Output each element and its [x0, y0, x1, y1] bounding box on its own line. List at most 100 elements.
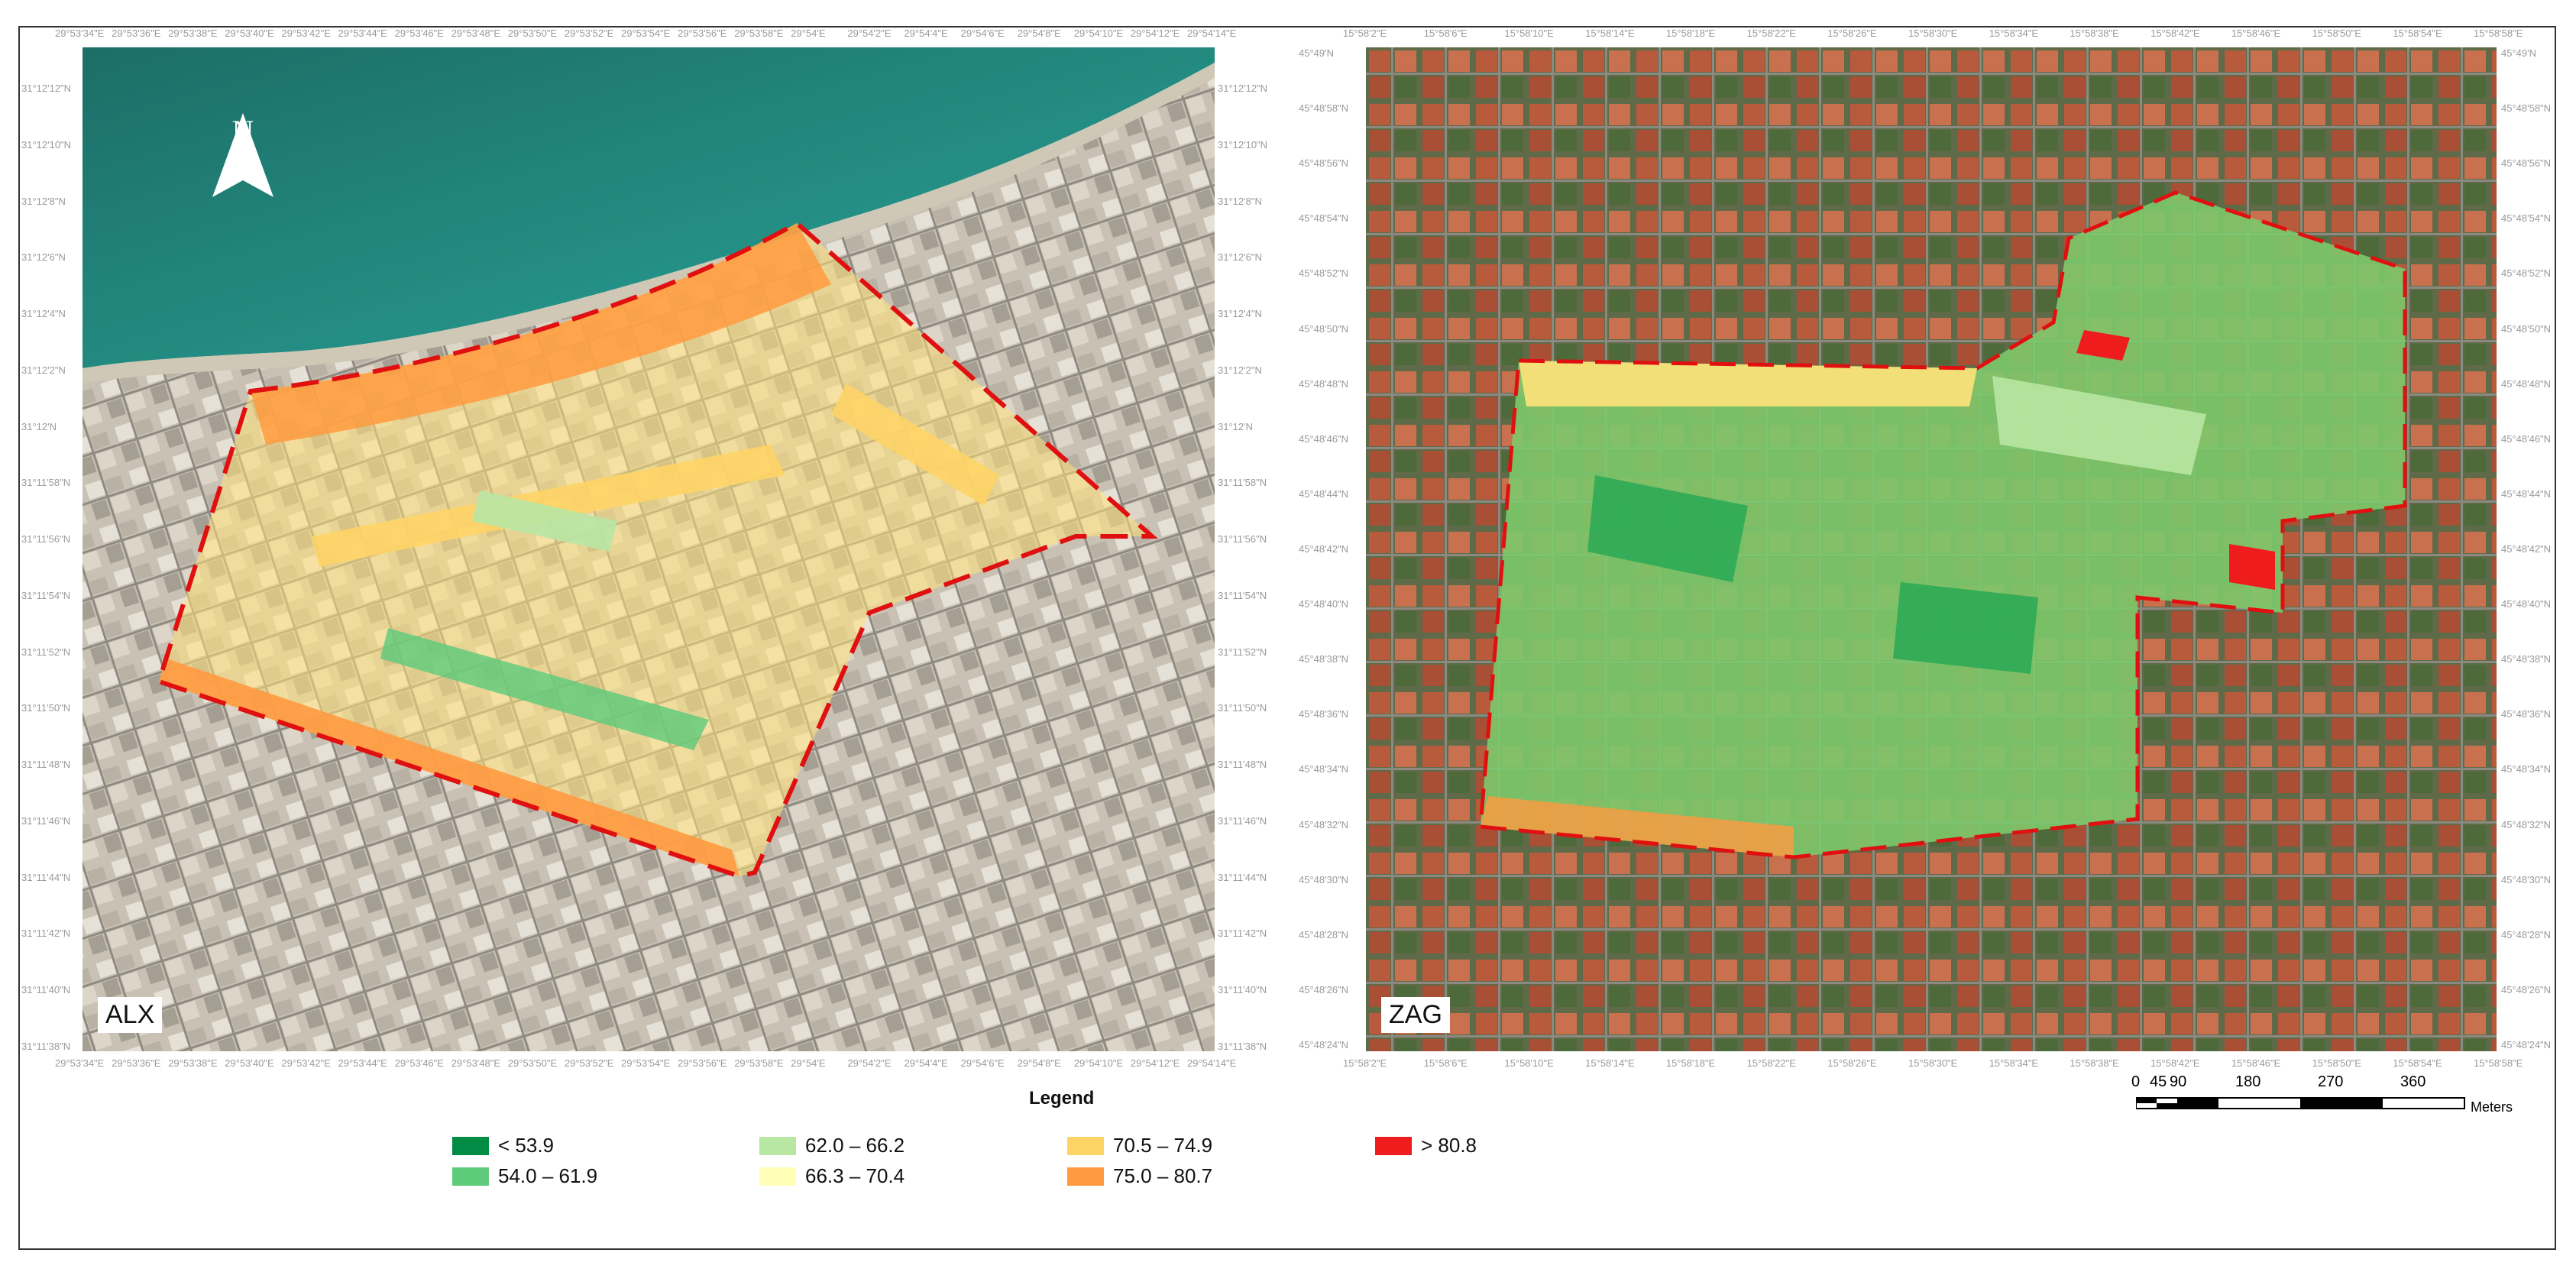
alx-lat-tick-right: 31°11'52"N [1218, 646, 1267, 658]
zag-lat-tick-right: 45°48'26"N [2501, 983, 2552, 995]
zag-lat-tick-left: 45°48'24"N [1299, 1039, 1349, 1050]
zag-map-label: ZAG [1381, 997, 1450, 1033]
zag-lat-tick-left: 45°48'34"N [1299, 763, 1349, 775]
alx-lon-tick-bottom: 29°54'4"E [904, 1057, 948, 1069]
zag-lat-tick-right: 45°48'36"N [2501, 708, 2552, 720]
zag-lat-tick-left: 45°48'32"N [1299, 818, 1349, 830]
zag-lon-tick-top: 15°58'50"E [2312, 28, 2361, 39]
alx-lat-tick-right: 31°12'8"N [1218, 195, 1262, 207]
alx-lon-tick-top: 29°54'E [791, 28, 826, 39]
alx-lon-tick-top: 29°53'42"E [281, 28, 331, 39]
alx-lon-tick-top: 29°53'50"E [507, 28, 558, 39]
alx-lat-tick-left: 31°11'56"N [21, 533, 71, 545]
legend-label: 54.0 – 61.9 [498, 1164, 598, 1187]
alx-lon-tick-bottom: 29°53'54"E [621, 1057, 671, 1069]
alx-lon-tick-bottom: 29°53'52"E [564, 1057, 614, 1069]
legend-swatch [1067, 1167, 1104, 1186]
alx-lat-tick-left: 31°12'12"N [21, 83, 72, 94]
alx-lat-tick-right: 31°11'46"N [1218, 814, 1267, 827]
alx-lat-tick-left: 31°12'N [21, 420, 57, 432]
alx-lon-tick-top: 29°54'10"E [1073, 28, 1124, 39]
zag-lat-tick-left: 45°48'28"N [1299, 928, 1349, 940]
legend-label: 75.0 – 80.7 [1113, 1164, 1213, 1187]
alx-lon-tick-top: 29°54'8"E [1017, 28, 1061, 39]
zag-lon-tick-bottom: 15°58'42"E [2150, 1057, 2200, 1069]
alx-lat-tick-left: 31°12'10"N [21, 138, 72, 151]
alx-lon-tick-bottom: 29°53'38"E [168, 1057, 218, 1069]
zag-lat-tick-left: 45°48'46"N [1299, 432, 1349, 445]
zag-lat-tick-right: 45°48'58"N [2501, 102, 2552, 115]
zag-lon-tick-bottom: 15°58'46"E [2231, 1057, 2281, 1069]
alx-lat-tick-left: 31°12'8"N [21, 195, 66, 207]
scale-tick-90: 90 [2170, 1073, 2187, 1090]
alx-lon-tick-top: 29°54'12"E [1130, 28, 1180, 39]
zag-lon-tick-bottom: 15°58'34"E [1989, 1057, 2039, 1069]
map-panel-zag[interactable]: ZAG [1366, 47, 2497, 1051]
legend-swatch [452, 1136, 489, 1155]
scale-unit: Meters [2471, 1099, 2513, 1115]
zag-lon-tick-bottom: 15°58'18"E [1665, 1057, 1716, 1069]
legend-swatch [759, 1167, 796, 1186]
alx-lat-tick-right: 31°11'54"N [1218, 589, 1267, 601]
zag-lon-tick-top: 15°58'22"E [1746, 28, 1796, 39]
legend-item: 66.3 – 70.4 [759, 1164, 905, 1188]
alx-lat-tick-right: 31°12'6"N [1218, 251, 1262, 264]
alx-lat-tick-right: 31°11'48"N [1218, 759, 1267, 771]
alx-lat-tick-right: 31°12'N [1218, 420, 1253, 432]
alx-lon-tick-top: 29°53'48"E [451, 28, 501, 39]
zag-lon-tick-bottom: 15°58'14"E [1585, 1057, 1635, 1069]
alx-lon-tick-top: 29°53'36"E [112, 28, 161, 39]
alx-lon-tick-bottom: 29°54'12"E [1130, 1057, 1180, 1069]
zag-lat-tick-right: 45°48'34"N [2501, 763, 2552, 775]
alx-lat-tick-left: 31°11'46"N [21, 814, 71, 827]
legend-item: > 80.8 [1375, 1134, 1477, 1157]
alx-lon-tick-top: 29°53'40"E [225, 28, 274, 39]
legend-item: < 53.9 [452, 1134, 554, 1157]
zag-lon-tick-top: 15°58'54"E [2393, 28, 2442, 39]
scale-tick-45: 45 [2150, 1073, 2167, 1090]
alx-lon-tick-top: 29°54'2"E [847, 28, 892, 39]
zag-lat-tick-left: 45°49'N [1299, 47, 1334, 59]
alx-lon-tick-bottom: 29°53'40"E [225, 1057, 274, 1069]
zag-lon-tick-top: 15°58'10"E [1504, 28, 1554, 39]
zag-lon-tick-top: 15°58'18"E [1665, 28, 1716, 39]
zag-lon-tick-top: 15°58'14"E [1585, 28, 1635, 39]
zag-lat-tick-right: 45°48'24"N [2501, 1039, 2552, 1050]
scale-tick-270: 270 [2318, 1073, 2344, 1090]
alx-lat-tick-right: 31°11'44"N [1218, 871, 1267, 883]
alx-lon-tick-top: 29°53'58"E [734, 28, 784, 39]
legend-item: 62.0 – 66.2 [759, 1134, 905, 1157]
zag-lon-tick-top: 15°58'2"E [1343, 28, 1387, 39]
alx-lat-tick-left: 31°11'48"N [21, 759, 71, 771]
alx-lat-tick-right: 31°12'12"N [1218, 83, 1268, 94]
alx-lon-tick-top: 29°53'34"E [55, 28, 105, 39]
alx-lat-tick-left: 31°11'42"N [21, 927, 71, 940]
scale-tick-360: 360 [2400, 1073, 2426, 1090]
alx-lat-tick-left: 31°11'40"N [21, 984, 71, 996]
zag-lon-tick-top: 15°58'46"E [2231, 28, 2281, 39]
zag-lat-tick-right: 45°48'46"N [2501, 432, 2552, 445]
zag-lon-tick-bottom: 15°58'50"E [2312, 1057, 2361, 1069]
alx-lat-tick-left: 31°12'2"N [21, 364, 66, 376]
scale-tick-180: 180 [2235, 1073, 2261, 1090]
zag-lat-tick-right: 45°48'42"N [2501, 543, 2552, 555]
zag-lon-tick-bottom: 15°58'26"E [1827, 1057, 1877, 1069]
alx-map-label: ALX [98, 997, 163, 1033]
alx-lon-tick-bottom: 29°53'36"E [112, 1057, 161, 1069]
alx-lon-tick-bottom: 29°53'58"E [734, 1057, 784, 1069]
map-panel-alx[interactable]: ALX N [83, 47, 1215, 1051]
zag-lat-tick-left: 45°48'40"N [1299, 598, 1349, 610]
zag-lat-tick-left: 45°48'26"N [1299, 983, 1349, 995]
legend-swatch [452, 1167, 489, 1186]
legend-label: < 53.9 [498, 1134, 555, 1157]
alx-lon-tick-bottom: 29°53'48"E [451, 1057, 501, 1069]
scale-bar: 0 45 90 180 270 360 Meters [2131, 1073, 2513, 1135]
zag-lat-tick-left: 45°48'42"N [1299, 543, 1349, 555]
zag-lat-tick-right: 45°48'30"N [2501, 873, 2552, 885]
north-arrow: N [212, 113, 273, 197]
alx-lon-tick-top: 29°54'14"E [1187, 28, 1237, 39]
alx-lon-tick-bottom: 29°53'44"E [338, 1057, 387, 1069]
zag-lat-tick-right: 45°48'40"N [2501, 598, 2552, 610]
scale-tick-0: 0 [2131, 1073, 2141, 1090]
alx-lon-tick-bottom: 29°53'56"E [678, 1057, 727, 1069]
